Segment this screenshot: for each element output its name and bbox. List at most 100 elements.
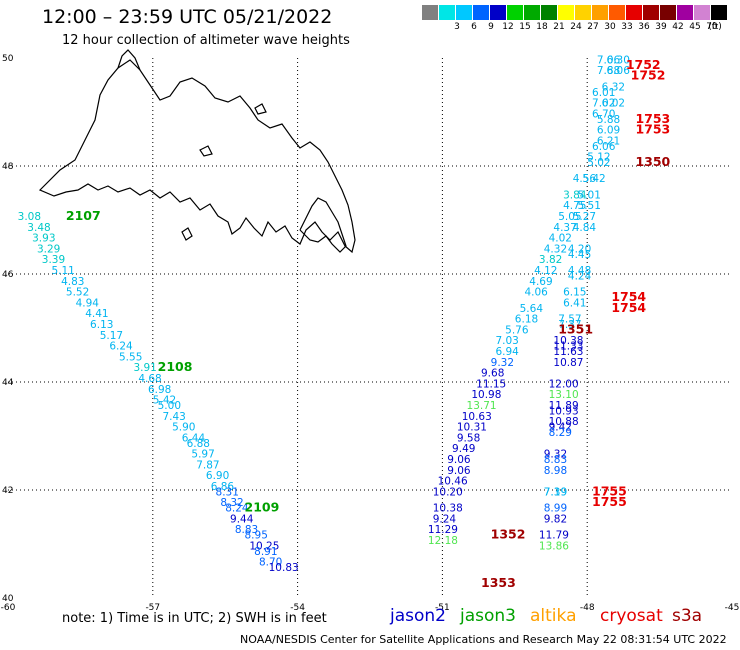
- swh-value: 10.83: [269, 562, 299, 574]
- swh-value: 4.32: [544, 243, 567, 255]
- pass-number-label: 1753: [635, 111, 670, 126]
- scale-label: 12: [502, 22, 514, 32]
- lon-tick-label: -45: [725, 603, 740, 613]
- swh-value: 6.44: [182, 432, 206, 444]
- swh-value: 4.68: [138, 373, 161, 385]
- scale-label: 33: [621, 22, 633, 32]
- scale-swatch: [456, 5, 472, 20]
- scale-swatch: [694, 5, 710, 20]
- scale-swatch: [711, 5, 727, 20]
- swh-value: 6.06: [607, 65, 631, 77]
- pass-number-label: 1351: [558, 321, 593, 336]
- legend-item-altika: altika: [530, 606, 577, 626]
- scale-label: 6: [471, 22, 477, 32]
- scale-swatch: [609, 5, 625, 20]
- swh-value: 6.70: [592, 108, 615, 120]
- legend-item-s3a: s3a: [672, 606, 703, 626]
- swh-value: 6.15: [563, 287, 586, 299]
- swh-value: 3.48: [27, 222, 50, 234]
- swh-value: 5.27: [573, 211, 596, 223]
- swh-value: 13.71: [467, 400, 497, 412]
- swh-value: 6.06: [592, 141, 616, 153]
- swh-value: 13.86: [539, 540, 569, 552]
- swh-value: 4.24: [568, 270, 592, 282]
- swh-value: 6.98: [148, 384, 171, 396]
- swh-value: 5.11: [51, 265, 74, 277]
- swh-value: 6.02: [602, 98, 625, 110]
- avalon-peninsula-coast: [299, 197, 347, 253]
- lon-tick-label: -48: [580, 603, 595, 613]
- scale-label: 18: [536, 22, 548, 32]
- swh-value: 6.30: [607, 54, 630, 66]
- swh-value: 10.20: [433, 486, 463, 498]
- scale-swatch: [575, 5, 591, 20]
- lon-tick-label: -57: [145, 603, 160, 613]
- chart-title: 12:00 – 23:59 UTC 05/21/2022: [42, 6, 333, 28]
- swh-value: 6.01: [592, 87, 615, 99]
- scale-label: 24: [570, 22, 582, 32]
- pass-number-label: 1352: [491, 527, 526, 542]
- swh-value: 4.20: [568, 243, 591, 255]
- swh-value: 5.97: [191, 449, 214, 461]
- swh-value: 4.45: [568, 249, 591, 261]
- swh-value: 8.70: [259, 557, 282, 569]
- swh-value: 4.41: [85, 308, 108, 320]
- legend-item-jason3: jason3: [460, 606, 516, 626]
- swh-value: 8.99: [544, 503, 567, 515]
- swh-value: 7.87: [196, 459, 219, 471]
- newfoundland-coast: [38, 59, 356, 254]
- swh-value: 3.93: [32, 233, 55, 245]
- swh-value: 7.57: [558, 314, 581, 326]
- swh-value: 12.00: [549, 378, 579, 390]
- swh-value: 10.98: [471, 389, 501, 401]
- swh-value: 9.24: [433, 513, 457, 525]
- swh-value: 11.63: [553, 346, 583, 358]
- swh-value: 8.95: [245, 530, 268, 542]
- swh-value: 5.51: [578, 200, 601, 212]
- chart-subtitle: 12 hour collection of altimeter wave hei…: [62, 33, 350, 48]
- swh-value: 3.39: [42, 254, 65, 266]
- pass-number-label: 1755: [592, 483, 627, 498]
- swh-value: 11.79: [539, 530, 569, 542]
- lat-tick-label: 40: [2, 594, 14, 604]
- swh-value: 8.83: [235, 524, 258, 536]
- scale-label: 9: [488, 22, 494, 32]
- lon-tick-label: -51: [435, 603, 450, 613]
- lat-tick-label: 44: [2, 378, 14, 388]
- swh-value: 3.82: [539, 254, 562, 266]
- scale-label: 3: [454, 22, 460, 32]
- swh-value: 3.84: [563, 189, 587, 201]
- swh-value: 9.82: [544, 513, 567, 525]
- lon-tick-label: -54: [290, 603, 305, 613]
- swh-value: 8.83: [544, 454, 567, 466]
- pass-number-label: 1754: [611, 289, 646, 304]
- swh-value: 4.48: [568, 265, 591, 277]
- swh-value: 6.41: [563, 297, 586, 309]
- scale-swatch: [558, 5, 574, 20]
- swh-value: 9.58: [457, 432, 480, 444]
- swh-value: 10.46: [438, 476, 468, 488]
- swh-value: 9.49: [452, 443, 475, 455]
- swh-value: 7.19: [544, 486, 567, 498]
- pass-number-label: 1755: [592, 494, 627, 509]
- northern-peninsula-coast: [117, 49, 141, 71]
- swh-value: 6.32: [602, 81, 625, 93]
- swh-value: 7.37: [558, 319, 581, 331]
- swh-value: 10.87: [553, 357, 583, 369]
- swh-value: 10.38: [553, 335, 583, 347]
- swh-value: 5.12: [587, 152, 610, 164]
- swh-value: 9.32: [544, 449, 567, 461]
- swh-value: 13.10: [549, 389, 579, 401]
- pass-number-label: 1753: [635, 122, 670, 137]
- swh-value: 4.02: [549, 233, 572, 245]
- lon-tick-label: -60: [1, 603, 16, 613]
- swh-value: 5.42: [153, 395, 176, 407]
- swh-value: 4.94: [76, 297, 100, 309]
- swh-value: 8.91: [254, 546, 277, 558]
- swh-value: 5.02: [587, 157, 610, 169]
- swh-value: 7.39: [544, 486, 567, 498]
- swh-value: 7.06: [597, 54, 621, 66]
- pass-number-label: 2107: [66, 208, 101, 223]
- pass-number-label: 1752: [631, 68, 666, 83]
